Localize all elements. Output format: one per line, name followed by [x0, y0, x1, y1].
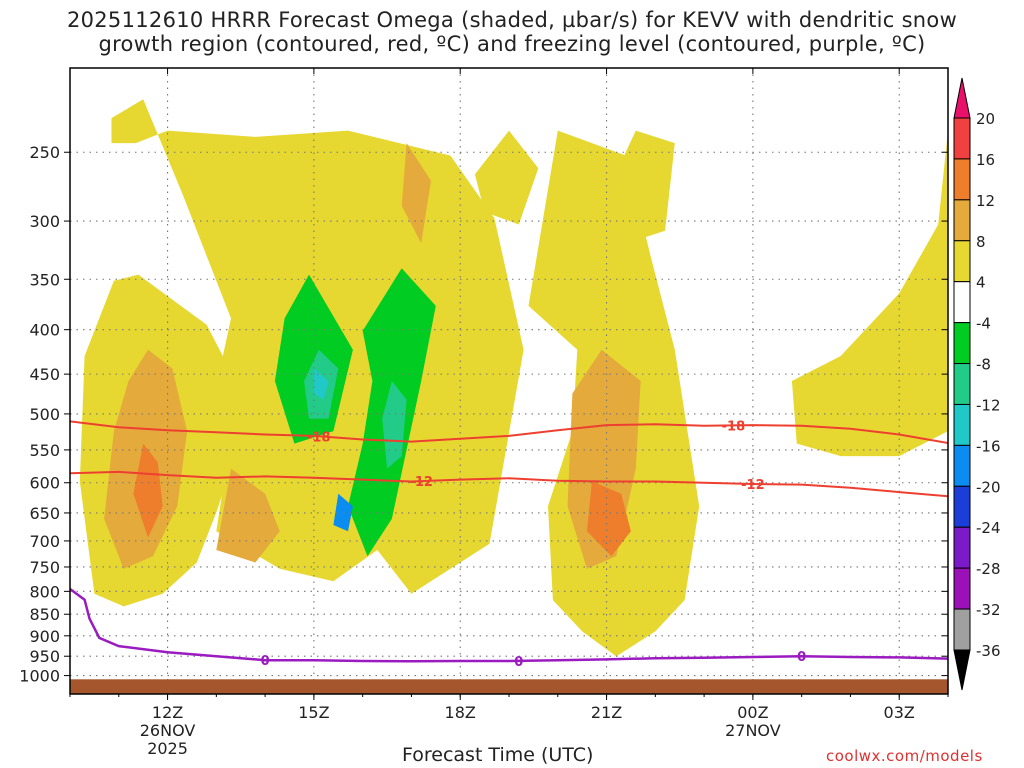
x-tick-label-21Z: 21Z [591, 703, 622, 722]
colorbar-label: -16 [976, 437, 1001, 455]
colorbar-label: -32 [976, 601, 1001, 619]
x-tick-label-15Z: 15Z [298, 703, 329, 722]
y-tick-label-550: 550 [29, 441, 60, 460]
y-tick-label-350: 350 [29, 270, 60, 289]
colorbar-label: 12 [976, 192, 995, 210]
omega-region-18 [313, 368, 329, 400]
y-tick-label-900: 900 [29, 627, 60, 646]
omega-region-7 [474, 130, 539, 225]
colorbar-box-7 [953, 403, 971, 446]
colorbar-label: -28 [976, 560, 1001, 578]
omega-shading [79, 99, 948, 657]
colorbar-box-2 [953, 199, 971, 242]
contour-minus12-label: -12 [409, 475, 433, 490]
x-tick-label-00Z: 00Z [737, 703, 768, 722]
y-tick-label-250: 250 [29, 143, 60, 162]
omega-region-9 [216, 468, 280, 563]
colorbar-top-arrow [953, 77, 971, 119]
x-tick-label-03Z: 03Z [884, 703, 915, 722]
chart-title-line1: 2025112610 HRRR Forecast Omega (shaded, … [66, 8, 958, 32]
x-tick-label-18Z: 18Z [445, 703, 476, 722]
colorbar-box-8 [953, 444, 971, 487]
colorbar-box-0 [953, 117, 971, 160]
omega-region-12 [133, 443, 163, 538]
x-date-label: 26NOV [140, 721, 196, 740]
contour-minus12 [70, 470, 948, 498]
omega-region-14 [274, 274, 353, 444]
y-tick-label-950: 950 [29, 647, 60, 666]
y-tick-label-800: 800 [29, 582, 60, 601]
y-tick-label-400: 400 [29, 321, 60, 340]
x-year-label: 2025 [147, 739, 188, 758]
contour-minus18 [70, 420, 948, 444]
y-tick-label-300: 300 [29, 212, 60, 231]
omega-region-6 [850, 356, 934, 444]
colorbar-box-10 [953, 526, 971, 569]
y-tick-label-1000: 1000 [19, 667, 60, 686]
colorbar-label: -12 [976, 396, 1001, 414]
credit-link[interactable]: coolwx.com/models [826, 747, 983, 765]
x-date-label: 27NOV [725, 721, 781, 740]
colorbar-label: 8 [976, 233, 986, 251]
colorbar-box-11 [953, 567, 971, 610]
colorbar-label: -36 [976, 642, 1001, 660]
contour-lines [70, 420, 948, 663]
colorbar-label: -8 [976, 356, 991, 374]
grid-lines [70, 68, 948, 694]
omega-region-17 [382, 381, 407, 469]
colorbar-box-12 [953, 608, 971, 651]
colorbar-label: -4 [976, 315, 991, 333]
colorbar-label: -20 [976, 478, 1001, 496]
colorbar-label: 16 [976, 151, 995, 169]
terrain-band [70, 679, 948, 694]
freezing-level-contour [70, 587, 948, 663]
colorbar-box-5 [953, 322, 971, 365]
contour-labels: -18 -18 -12 -12 0 0 0 [261, 419, 807, 670]
colorbar-box-3 [953, 240, 971, 283]
colorbar-box-6 [953, 363, 971, 405]
y-axis: 250 300 350 400 450 500 550 600 650 700 750 800 850 9… [19, 143, 948, 686]
chart-title-line2: growth region (contoured, red, ºC) and f… [98, 32, 926, 56]
colorbar-label: -24 [976, 519, 1001, 537]
contour-minus18-label: -18 [307, 430, 331, 445]
colorbar-box-1 [953, 158, 971, 201]
colorbar-bottom-arrow [953, 649, 971, 691]
x-tick-label-12Z: 12Z [152, 703, 183, 722]
colorbar-label: 20 [976, 110, 995, 128]
colorbar-label: 4 [976, 274, 986, 292]
y-tick-label-650: 650 [29, 504, 60, 523]
contour-minus18-label: -18 [722, 419, 746, 434]
y-tick-label-850: 850 [29, 605, 60, 624]
omega-region-11 [401, 143, 431, 244]
colorbar-box-4 [953, 281, 971, 324]
chart-title: 2025112610 HRRR Forecast Omega (shaded, … [0, 8, 1024, 56]
contour-minus12-label: -12 [741, 478, 765, 493]
freezing-level-contour-label: 0 [514, 655, 523, 670]
omega-region-13 [587, 481, 631, 557]
y-tick-label-700: 700 [29, 532, 60, 551]
x-axis-label: Forecast Time (UTC) [402, 744, 594, 766]
colorbar: 20 16 12 8 4 -4 -8 -12 -16 -20 -24 -28 -32 -36 [953, 77, 1001, 691]
y-tick-label-500: 500 [29, 405, 60, 424]
freezing-level-contour-label: 0 [797, 650, 806, 665]
y-tick-label-600: 600 [29, 474, 60, 493]
y-tick-label-750: 750 [29, 558, 60, 577]
freezing-level-contour-label: 0 [261, 654, 270, 669]
y-tick-label-450: 450 [29, 365, 60, 384]
omega-region-5 [606, 130, 675, 244]
colorbar-box-9 [953, 485, 971, 528]
